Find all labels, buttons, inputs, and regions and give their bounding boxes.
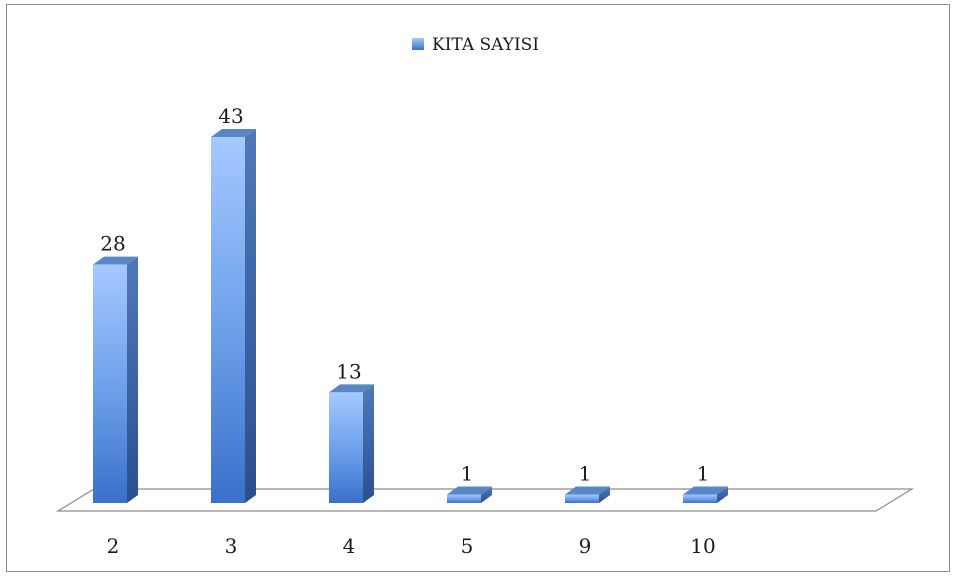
- bar-side-10: [717, 486, 728, 503]
- x-tick-2: 2: [107, 534, 120, 558]
- bar-front-9: [565, 494, 599, 503]
- chart-frame: [6, 4, 950, 572]
- data-label-9: 1: [579, 461, 592, 485]
- data-labels-group: 28 43 13 1 1 1: [100, 104, 709, 485]
- bar-side-2: [127, 256, 138, 503]
- x-tick-10: 10: [690, 534, 715, 558]
- bar-side-5: [481, 486, 492, 503]
- data-label-10: 1: [697, 461, 710, 485]
- data-label-2: 28: [100, 232, 125, 256]
- bar-2: [93, 256, 138, 503]
- legend: KITA SAYISI: [412, 35, 539, 55]
- bar-front-3: [211, 137, 245, 503]
- x-tick-9: 9: [579, 534, 592, 558]
- x-tick-3: 3: [225, 534, 238, 558]
- data-label-4: 13: [336, 359, 361, 383]
- bar-top-3: [211, 129, 256, 137]
- bar-side-3: [245, 129, 256, 503]
- bars-group: [93, 129, 728, 503]
- bar-front-5: [447, 494, 481, 503]
- bar-top-5: [447, 486, 492, 495]
- bar-front-2: [93, 264, 127, 503]
- bar-front-10: [683, 494, 717, 503]
- bar-top-4: [329, 384, 374, 393]
- bar-side-9: [599, 486, 610, 503]
- legend-label: KITA SAYISI: [432, 35, 539, 55]
- legend-swatch: [412, 38, 424, 50]
- x-tick-5: 5: [461, 534, 474, 558]
- x-tick-labels-group: 2 3 4 5 9 10: [107, 534, 716, 558]
- data-label-5: 1: [461, 461, 474, 485]
- bar-3: [211, 129, 256, 503]
- bar-top-10: [683, 486, 728, 495]
- bar-top-2: [93, 256, 138, 265]
- data-label-3: 43: [218, 104, 243, 128]
- bar-top-9: [565, 486, 610, 495]
- bar-5: [447, 486, 492, 503]
- bar-side-4: [363, 384, 374, 503]
- bar-10: [683, 486, 728, 503]
- x-tick-4: 4: [343, 534, 356, 558]
- bar-4: [329, 384, 374, 503]
- bar-front-4: [329, 392, 363, 503]
- bar-9: [565, 486, 610, 503]
